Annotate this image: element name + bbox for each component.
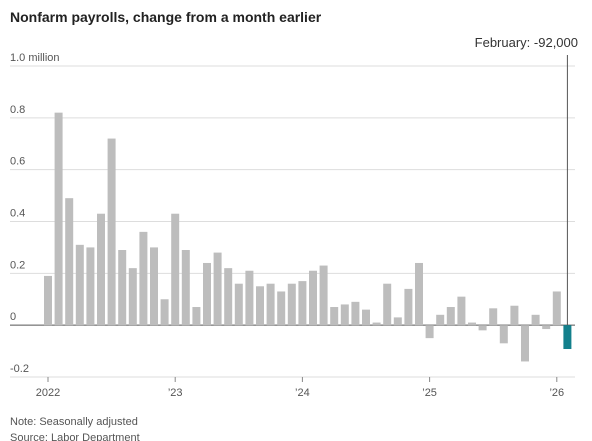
bar xyxy=(362,309,370,326)
source: Source: Labor Department xyxy=(10,432,140,441)
x-tick-label: ’25 xyxy=(422,387,437,399)
bar xyxy=(97,213,105,326)
bar xyxy=(171,213,180,326)
bar xyxy=(468,322,476,326)
bar xyxy=(213,252,222,326)
bar xyxy=(107,138,116,326)
y-tick-label: -0.2 xyxy=(10,363,29,375)
y-tick-label: 0.8 xyxy=(10,104,25,116)
bar xyxy=(287,283,296,326)
bar xyxy=(489,308,498,326)
bar xyxy=(542,325,551,330)
y-tick-label: 0.2 xyxy=(10,259,25,271)
bar xyxy=(531,314,540,326)
bar xyxy=(245,270,254,326)
note: Note: Seasonally adjusted xyxy=(10,416,138,428)
bar xyxy=(436,314,445,326)
bar xyxy=(330,307,339,326)
bar xyxy=(54,112,63,326)
bar xyxy=(256,286,264,326)
bar xyxy=(266,283,275,326)
y-tick-label: 0.6 xyxy=(10,156,25,168)
bar xyxy=(393,317,402,326)
bar xyxy=(351,301,360,326)
chart-title: Nonfarm payrolls, change from a month ea… xyxy=(10,9,322,25)
bar xyxy=(478,325,487,331)
bar xyxy=(181,250,190,326)
bar xyxy=(128,268,137,326)
bar xyxy=(234,283,243,326)
bar xyxy=(499,325,508,344)
bar xyxy=(340,304,349,326)
bar xyxy=(224,268,233,326)
bar xyxy=(277,291,286,326)
bar xyxy=(150,247,158,326)
bar xyxy=(298,281,307,326)
bar xyxy=(139,231,148,326)
bar xyxy=(192,307,201,326)
bar xyxy=(118,250,127,326)
bar xyxy=(309,270,317,326)
bar xyxy=(44,275,52,326)
y-tick-label: 1.0 million xyxy=(10,52,60,64)
bar xyxy=(319,265,328,326)
bar xyxy=(552,291,561,326)
annotation: February: -92,000 xyxy=(475,35,578,50)
bar xyxy=(65,198,74,326)
x-tick-label: ’23 xyxy=(168,387,183,399)
y-tick-label: 0.4 xyxy=(10,208,25,220)
bar xyxy=(404,288,413,326)
bar xyxy=(457,296,466,326)
bar xyxy=(203,262,211,326)
bar xyxy=(521,325,529,362)
bar xyxy=(86,247,95,326)
bar xyxy=(446,307,455,326)
bar xyxy=(563,325,572,350)
x-tick-label: ’26 xyxy=(549,387,564,399)
bar xyxy=(383,283,392,326)
x-tick-label: ’24 xyxy=(295,387,310,399)
bar xyxy=(510,305,519,326)
bar xyxy=(415,262,423,326)
y-tick-label: 0 xyxy=(10,311,16,323)
x-tick-label: 2022 xyxy=(36,387,60,399)
bar xyxy=(372,322,381,326)
bar xyxy=(75,244,84,326)
bar xyxy=(160,299,169,326)
bar xyxy=(425,325,434,339)
